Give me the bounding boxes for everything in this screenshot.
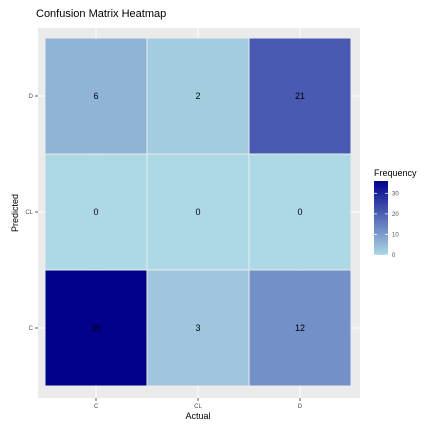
legend-tick-label: 0	[392, 253, 396, 259]
heatmap-cell	[249, 154, 351, 270]
cell-value-label: 0	[297, 207, 302, 217]
heatmap-cell	[45, 38, 147, 154]
heatmap-cell	[249, 270, 351, 386]
y-tick-label: CL	[25, 210, 33, 216]
legend-color-bar	[374, 181, 388, 255]
cell-value-label: 0	[93, 207, 98, 217]
heatmap-cell	[45, 154, 147, 270]
y-tick-label: D	[29, 94, 34, 100]
heatmap-cell	[147, 270, 249, 386]
heatmap-cell	[147, 154, 249, 270]
cell-value-label: 2	[195, 91, 200, 101]
legend-tick-label: 10	[392, 232, 399, 238]
legend-title: Frequency	[374, 168, 417, 178]
x-tick-label: CL	[194, 404, 202, 410]
y-tick-label: C	[29, 326, 34, 332]
cell-value-label: 3	[195, 323, 200, 333]
y-axis-title: Predicted	[10, 194, 20, 232]
cell-value-label: 0	[195, 207, 200, 217]
x-axis-title: Actual	[185, 411, 210, 421]
cell-value-label: 6	[93, 91, 98, 101]
cell-value-label: 21	[295, 91, 305, 101]
chart-title: Confusion Matrix Heatmap	[36, 8, 166, 20]
heatmap-cell	[45, 270, 147, 386]
heatmap-cell	[147, 38, 249, 154]
cell-value-label: 12	[295, 323, 305, 333]
heatmap-cells	[45, 38, 351, 386]
x-tick-label: D	[298, 404, 303, 410]
x-axis-ticks: C CL D	[94, 398, 303, 410]
legend-ticks: 0 10 20 30	[374, 191, 399, 259]
heatmap-cell	[249, 38, 351, 154]
y-axis-ticks: C CL D	[25, 94, 38, 332]
x-tick-label: C	[94, 404, 99, 410]
legend: Frequency 0 10 20 30	[374, 168, 417, 259]
legend-tick-label: 30	[392, 191, 399, 197]
cell-value-labels: 6 2 21 0 0 0 36 3 12	[91, 91, 305, 333]
cell-value-label: 36	[91, 323, 101, 333]
legend-tick-label: 20	[392, 212, 399, 218]
